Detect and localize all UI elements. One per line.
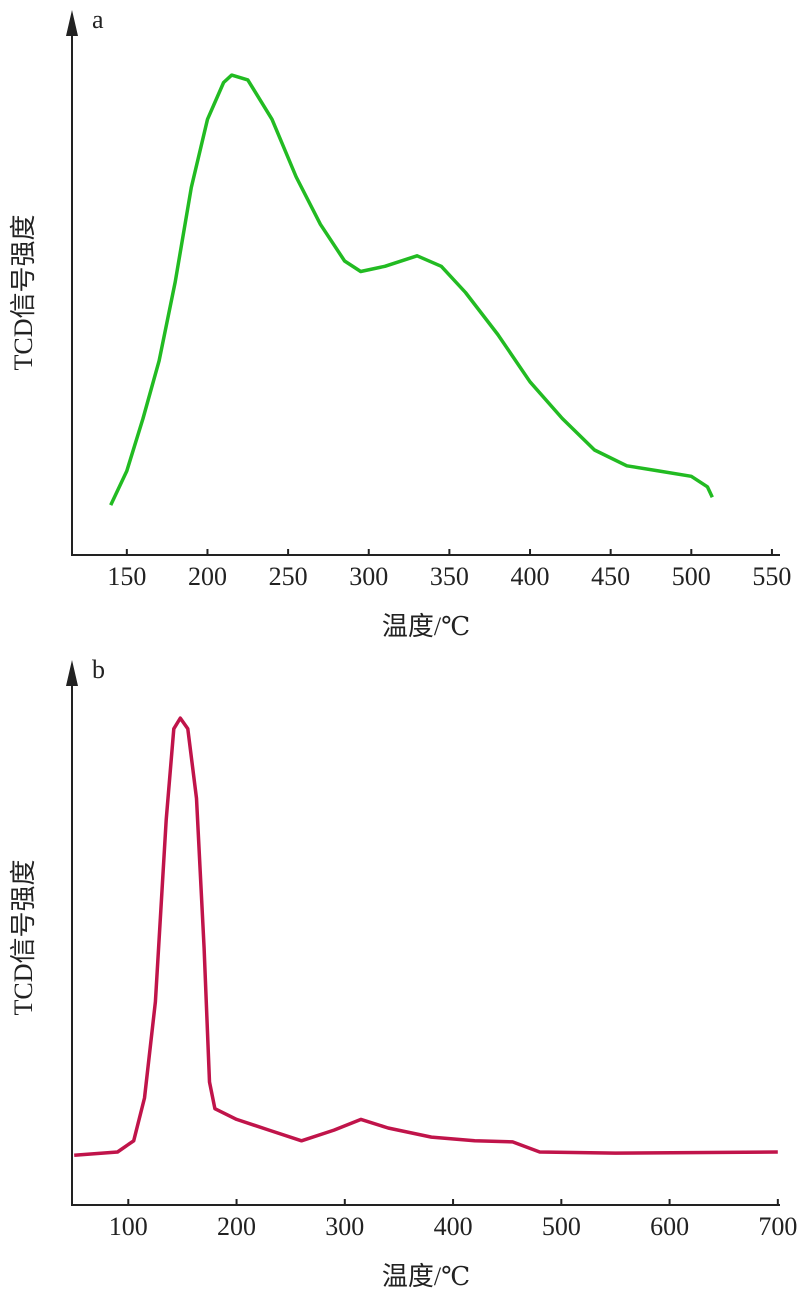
x-tick-label: 500	[542, 1212, 581, 1241]
x-tick-label: 100	[109, 1212, 148, 1241]
x-axis-label: 温度/℃	[382, 612, 470, 641]
x-tick-label: 600	[650, 1212, 689, 1241]
x-tick-label: 400	[434, 1212, 473, 1241]
y-axis-label: TCD信号强度	[9, 214, 38, 370]
x-tick-label: 700	[758, 1212, 797, 1241]
panel-label: b	[92, 655, 105, 684]
y-axis-label: TCD信号强度	[9, 859, 38, 1015]
x-tick-label: 350	[430, 562, 469, 591]
x-tick-label: 250	[269, 562, 308, 591]
x-tick-label: 550	[752, 562, 791, 591]
x-tick-label: 300	[349, 562, 388, 591]
x-tick-label: 200	[217, 1212, 256, 1241]
data-line	[109, 73, 714, 506]
x-tick-label: 200	[188, 562, 227, 591]
x-tick-label: 400	[511, 562, 550, 591]
x-tick-label: 150	[107, 562, 146, 591]
x-axis-label: 温度/℃	[382, 1262, 470, 1291]
x-tick-label: 300	[325, 1212, 364, 1241]
x-tick-label: 450	[591, 562, 630, 591]
x-tick-label: 500	[672, 562, 711, 591]
data-line	[74, 716, 778, 1157]
axis-arrow	[66, 660, 78, 686]
panel-label: a	[92, 5, 104, 34]
axes	[71, 680, 780, 1206]
axis-arrow	[66, 10, 78, 36]
axes	[71, 30, 780, 556]
